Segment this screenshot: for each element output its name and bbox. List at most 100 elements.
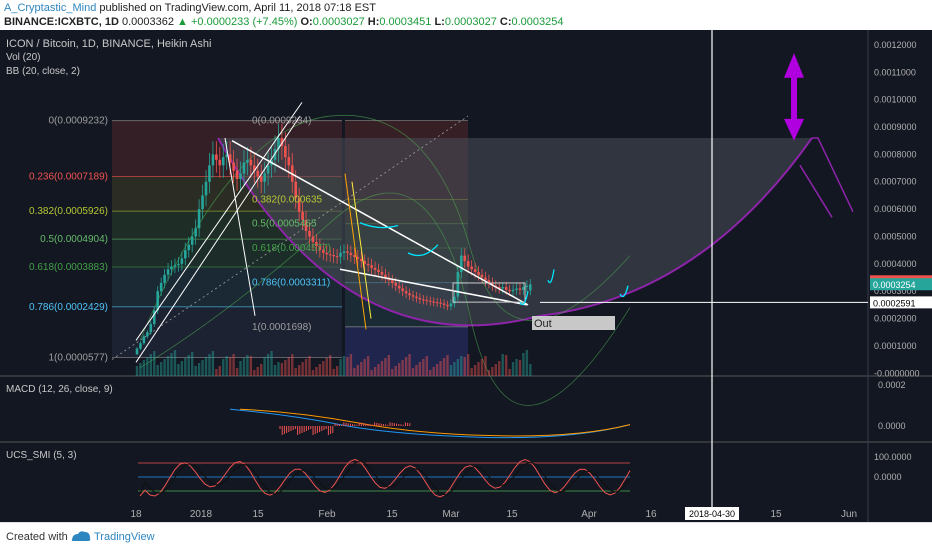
volume-bar <box>456 359 460 376</box>
volume-bar <box>398 363 401 376</box>
macd-signal-line <box>239 408 631 437</box>
candle-body <box>197 209 201 229</box>
chart-area[interactable]: Out 0(0.0009232) 0.236(0.0007189) 0.382(0.0… <box>0 30 932 522</box>
out-annotation-box <box>532 316 615 330</box>
trend-channel-line <box>135 102 303 341</box>
candle-body <box>287 157 291 166</box>
fib-label-right: 0.382(0.000635 <box>252 195 323 206</box>
volume-bar <box>304 359 308 376</box>
symbol-label: BINANCE:ICXBTC, 1D <box>4 16 119 28</box>
volume-bar <box>239 361 242 376</box>
volume-bar <box>494 364 497 376</box>
candle-body <box>470 266 473 270</box>
candle-body <box>511 289 515 292</box>
candle-body <box>428 300 432 302</box>
candle-body <box>415 296 418 299</box>
candle-body <box>411 295 415 297</box>
volume-bar <box>235 368 239 376</box>
candle-body <box>228 154 232 163</box>
vol-legend[interactable]: Vol (20) <box>6 52 41 63</box>
candle-body <box>391 280 394 283</box>
cup-outline <box>217 137 813 327</box>
candle-body <box>139 343 142 349</box>
y-tick-label: 0.0008000 <box>874 149 917 159</box>
candle-body <box>401 288 404 292</box>
fib-label-right: 1(0.0001698) <box>252 322 312 333</box>
ohlc-line: BINANCE:ICXBTC, 1D 0.0003362 ▲ +0.000023… <box>4 16 564 28</box>
bb-legend[interactable]: BB (20, close, 2) <box>6 66 80 77</box>
macd-legend[interactable]: MACD (12, 26, close, 9) <box>6 384 113 395</box>
candle-body <box>432 301 435 303</box>
candle-body <box>163 274 166 283</box>
y-tick-label: 0.0001000 <box>874 341 917 351</box>
x-tick-label: 15 <box>770 509 782 520</box>
price-change: +0.0000233 (+7.45%) <box>190 16 298 28</box>
volume-bar <box>311 370 315 376</box>
candle-body <box>518 288 522 290</box>
volume-bar <box>384 358 387 376</box>
chart-canvas[interactable]: Out 0(0.0009232) 0.236(0.0007189) 0.382(0.0… <box>0 30 932 522</box>
volume-bar <box>197 363 201 376</box>
candle-body <box>328 254 332 256</box>
candle-body <box>453 296 456 304</box>
fib-label-left: 0.5(0.0004904) <box>40 234 108 245</box>
candle-body <box>246 159 249 163</box>
volume-bar <box>449 365 453 376</box>
author-link[interactable]: A_Cryptastic_Mind <box>4 2 97 14</box>
volume-bar <box>442 358 446 376</box>
volume-bar <box>422 359 425 376</box>
open-value: 0.0003027 <box>312 16 365 28</box>
volume-bar <box>232 354 235 376</box>
tradingview-brand[interactable]: TradingView <box>94 531 155 543</box>
y-tick-label: 0.0007000 <box>874 177 917 187</box>
candle-body <box>166 269 170 275</box>
candle-body <box>277 137 280 149</box>
candle-body <box>356 256 360 259</box>
cyan-arrow-icon <box>547 269 555 284</box>
volume-bar <box>139 363 142 376</box>
bb-lower-line <box>139 192 631 406</box>
volume-bar <box>156 365 159 376</box>
volume-bar <box>249 356 253 376</box>
volume-bar <box>270 351 273 376</box>
volume-bar <box>166 356 170 376</box>
fib-label-right: 0.5(0.0005465 <box>252 219 317 230</box>
candle-body <box>266 165 270 174</box>
candle-body <box>473 269 477 273</box>
candle-body <box>149 324 153 333</box>
candle-body <box>497 287 501 289</box>
volume-bar <box>408 354 411 376</box>
candle-body <box>259 176 263 182</box>
double-arrow-icon <box>784 53 804 78</box>
volume-bar <box>253 370 256 376</box>
fib-label-left: 0.382(0.0005926) <box>29 206 108 217</box>
volume-bar <box>360 362 363 376</box>
low-label: L: <box>434 16 445 28</box>
x-tick-label: Mar <box>442 509 460 520</box>
smi-tick-label: 0.0000 <box>874 472 902 482</box>
volume-bar <box>339 359 342 376</box>
candle-body <box>180 258 184 264</box>
volume-bar <box>484 356 487 376</box>
tradingview-logo-icon <box>72 531 91 541</box>
candle-body <box>515 288 518 290</box>
volume-bar <box>446 355 449 376</box>
fib-trend-yellow <box>351 181 372 319</box>
candle-body <box>380 272 384 275</box>
y-tick-label: 0.0009000 <box>874 122 917 132</box>
candle-body <box>484 277 487 281</box>
volume-bar <box>467 354 470 376</box>
smi-legend[interactable]: UCS_SMI (5, 3) <box>6 450 77 461</box>
candle-body <box>339 252 342 257</box>
volume-bar <box>163 359 166 376</box>
volume-bar <box>522 353 525 376</box>
volume-bar <box>429 370 432 376</box>
volume-bar <box>349 354 353 376</box>
volume-bar <box>377 364 380 376</box>
chart-title: ICON / Bitcoin, 1D, BINANCE, Heikin Ashi <box>6 38 212 50</box>
volume-bar <box>415 365 418 376</box>
volume-bar <box>353 368 356 376</box>
volume-bar <box>515 359 518 376</box>
candle-body <box>456 272 460 297</box>
volume-bar <box>411 368 415 376</box>
